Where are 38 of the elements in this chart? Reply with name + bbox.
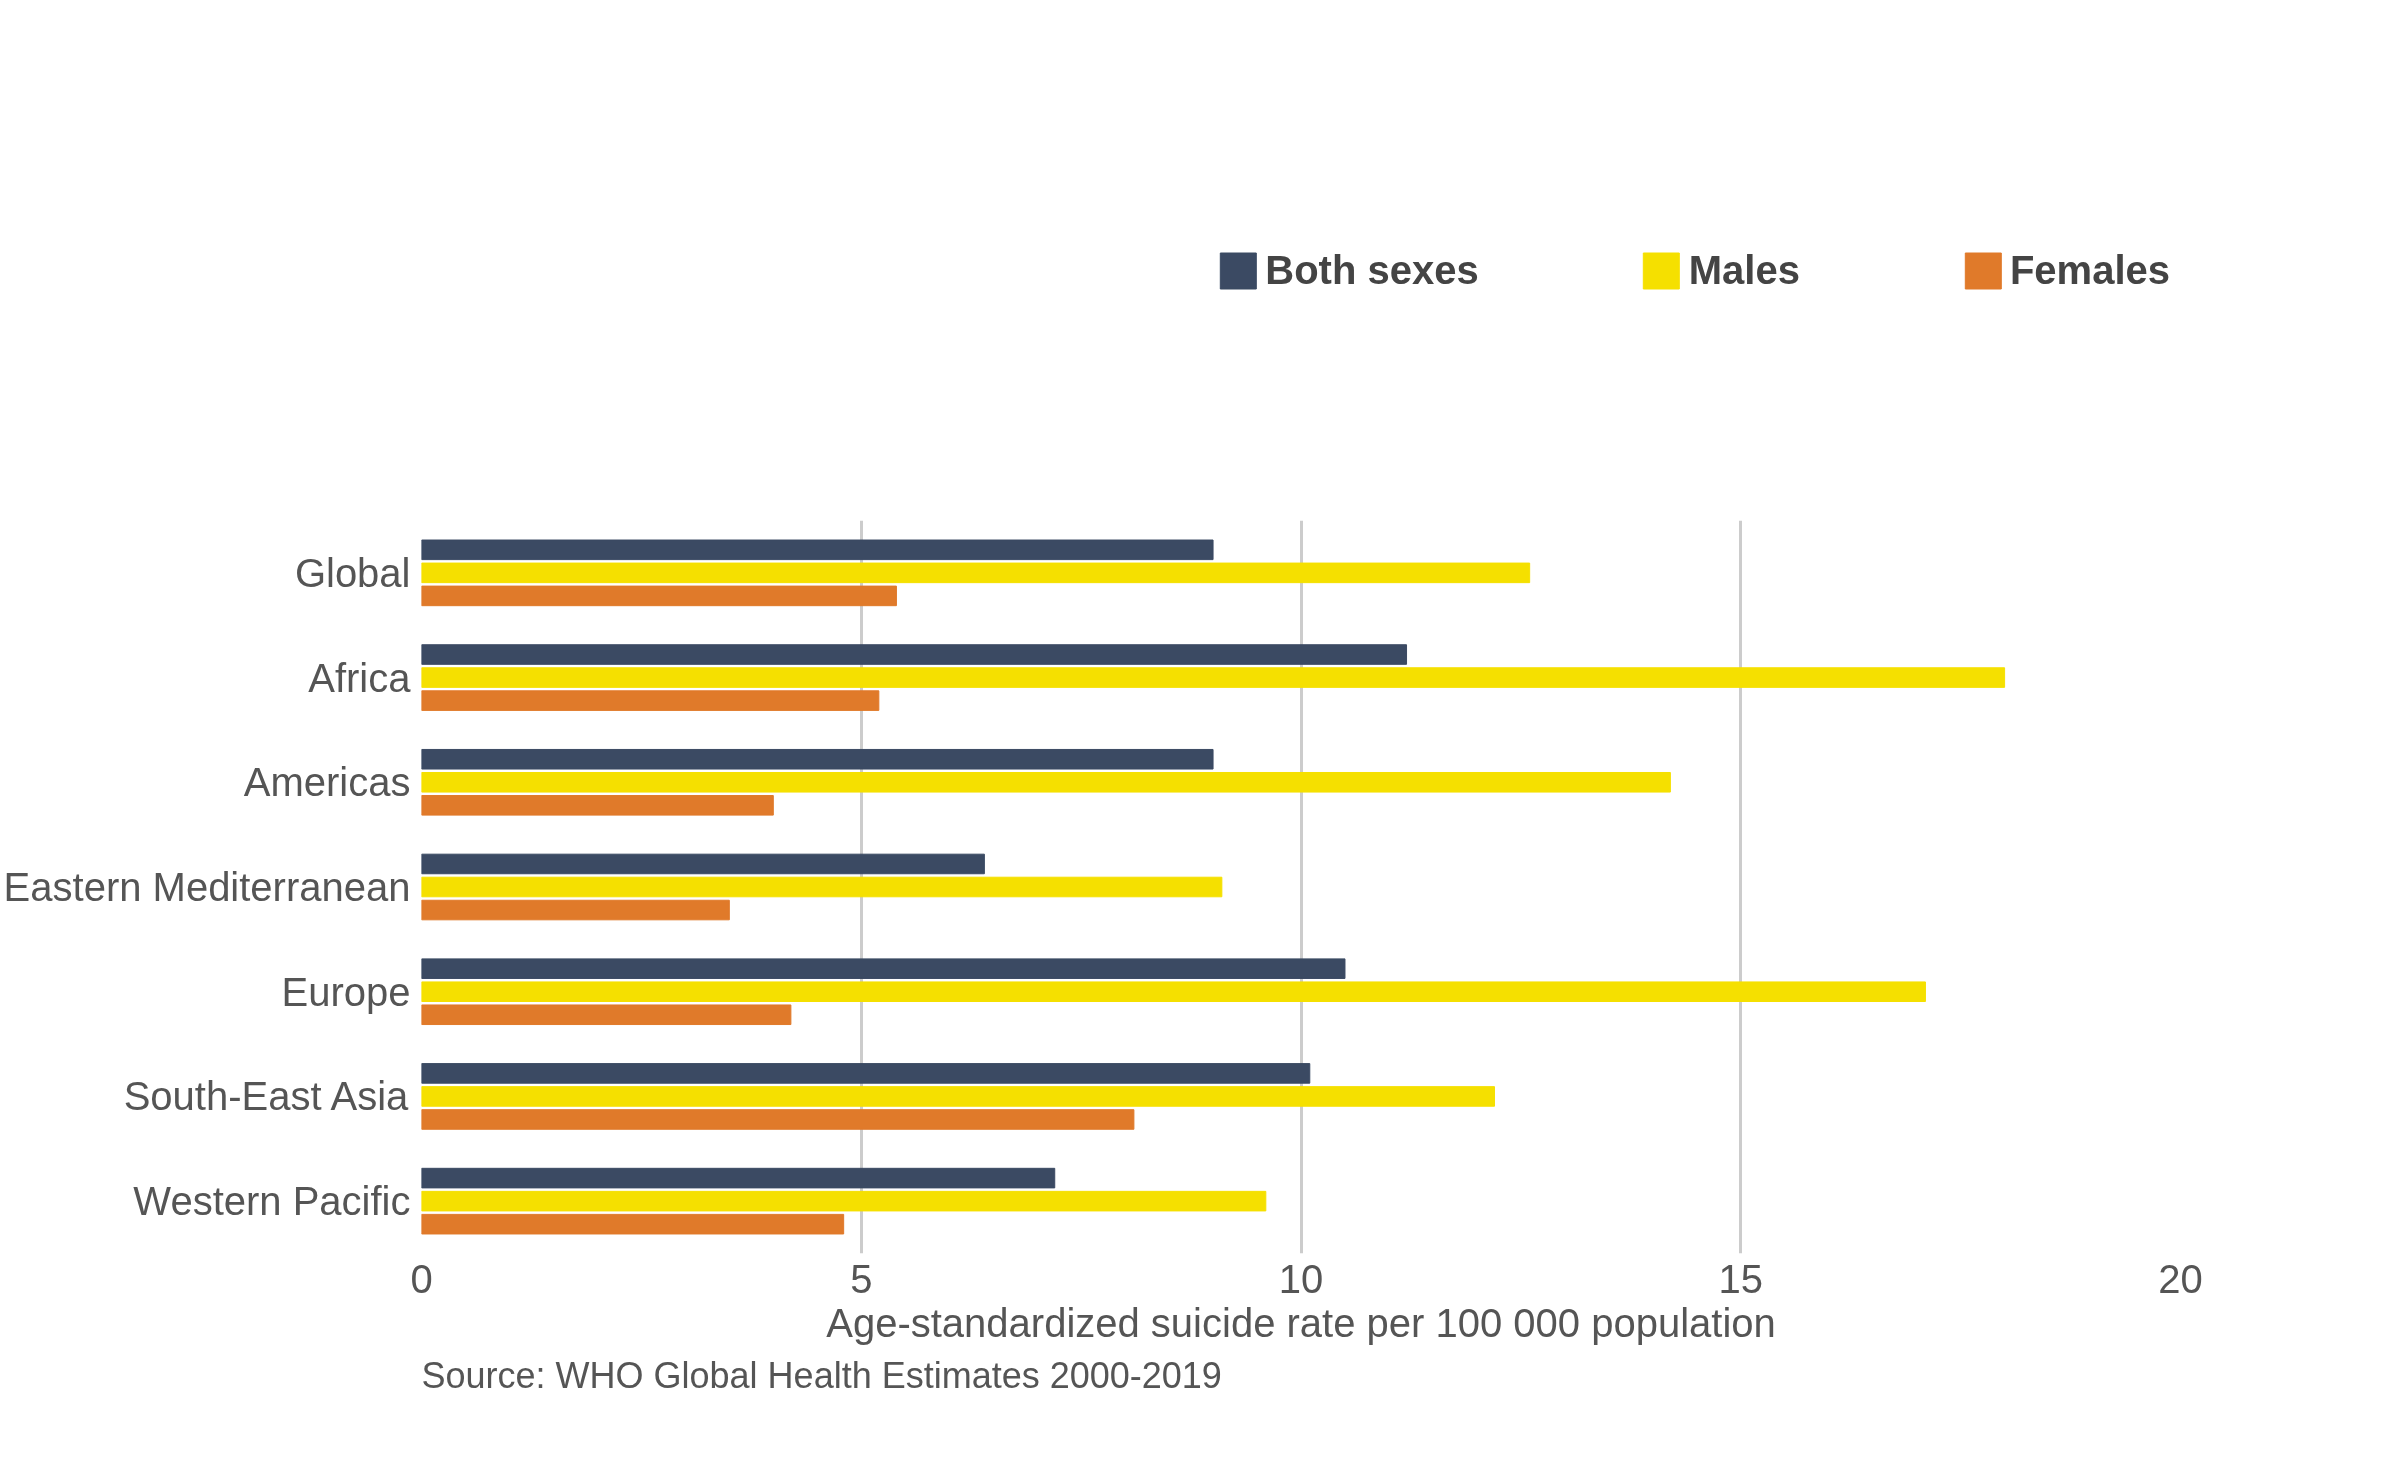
bar (421, 1167, 1056, 1189)
y-tick-label: Eastern Mediterranean (3, 865, 411, 909)
bar (421, 771, 1671, 793)
bar (421, 748, 1214, 770)
source-note: Source: WHO Global Health Estimates 2000-2019 (421, 1354, 1222, 1396)
bar (421, 562, 1531, 584)
bar (421, 1004, 792, 1026)
bar (421, 981, 1926, 1003)
bar (421, 690, 880, 711)
legend-label: Both sexes (1265, 247, 1479, 293)
legend-label: Males (1688, 247, 1800, 293)
legend-label: Females (2009, 247, 2170, 293)
bar (421, 644, 1408, 665)
y-tick-label: Africa (308, 655, 412, 700)
bar (421, 876, 1223, 898)
bar (421, 795, 774, 816)
bar (421, 1086, 1495, 1107)
bar (421, 1109, 1135, 1130)
y-tick-label: Global (294, 550, 411, 595)
y-tick-label: Western Pacific (133, 1179, 411, 1224)
bar (421, 585, 897, 607)
x-axis-title: Age-standardized suicide rate per 100 000 population (826, 1300, 1776, 1345)
bar (421, 539, 1214, 561)
x-tick-label: 15 (1718, 1256, 1763, 1301)
bar (421, 1190, 1267, 1212)
x-tick-label: 20 (2158, 1256, 2203, 1301)
bar (421, 853, 985, 875)
bar (421, 899, 730, 921)
x-tick-label: 0 (410, 1256, 433, 1301)
bar (421, 1063, 1311, 1084)
bar (421, 958, 1346, 979)
bar (421, 1213, 845, 1235)
y-tick-label: Americas (243, 760, 411, 805)
y-tick-label: South-East Asia (123, 1074, 410, 1119)
x-tick-label: 5 (850, 1256, 873, 1301)
x-tick-label: 10 (1278, 1256, 1324, 1301)
y-tick-label: Europe (281, 969, 411, 1014)
bar (421, 667, 2006, 688)
